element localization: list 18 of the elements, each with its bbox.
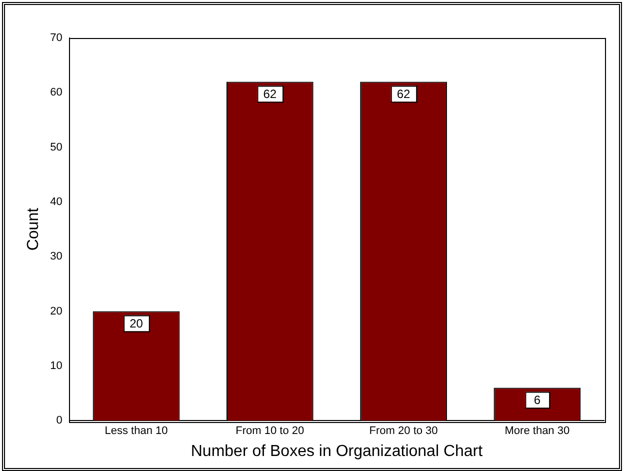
y-tick-label: 0 (56, 414, 62, 427)
y-tick-label: 50 (50, 141, 62, 154)
y-tick-label: 10 (50, 360, 62, 372)
y-tick-label: 40 (50, 196, 62, 208)
y-tick-label: 30 (50, 250, 62, 263)
data-label: 62 (396, 87, 411, 102)
data-label: 20 (130, 316, 144, 331)
y-tick-label: 70 (50, 32, 62, 44)
x-tick-label: From 20 to 30 (369, 425, 438, 438)
x-tick-label: Less than 10 (104, 425, 168, 438)
data-label: 62 (263, 87, 277, 102)
x-tick-label: More than 30 (504, 425, 570, 438)
y-tick-label: 20 (50, 305, 62, 318)
y-tick-label: 60 (50, 86, 62, 99)
y-axis-title: Count (25, 207, 42, 251)
x-tick-label: From 10 to 20 (236, 425, 304, 438)
data-label: 6 (534, 393, 541, 408)
x-axis-title: Number of Boxes in Organizational Chart (190, 442, 484, 460)
